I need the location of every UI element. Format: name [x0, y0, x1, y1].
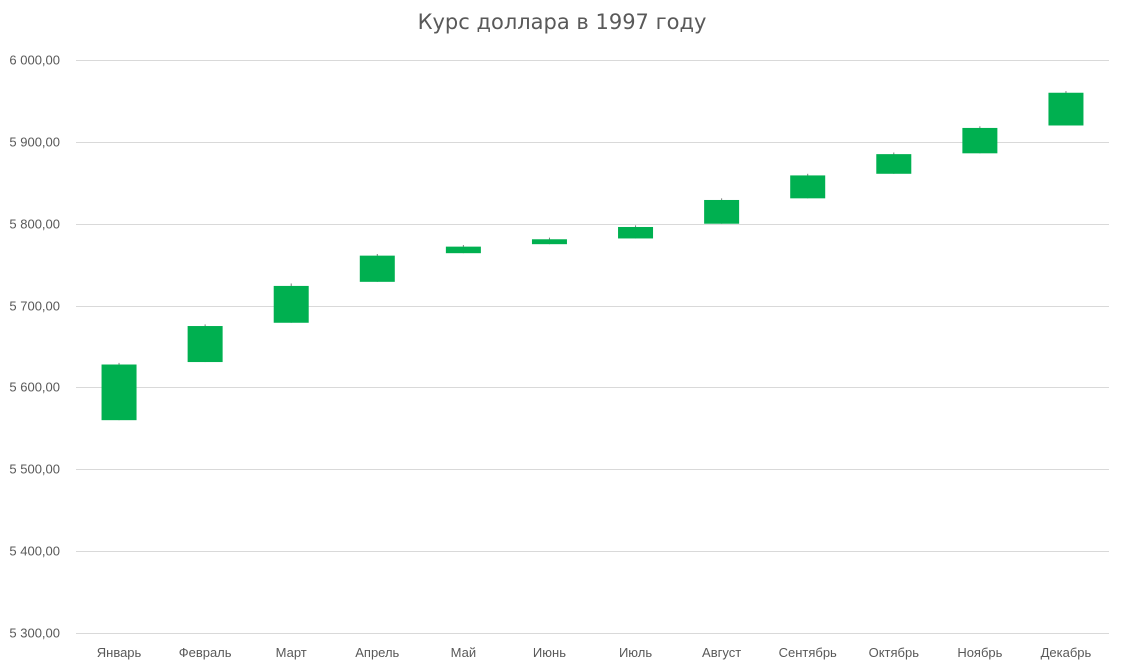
- x-tick-label: Январь: [97, 645, 142, 660]
- x-tick-label: Апрель: [355, 645, 399, 660]
- candle: [876, 152, 912, 174]
- candle: [531, 237, 567, 245]
- candle: [273, 283, 309, 323]
- x-tick-label: Декабрь: [1041, 645, 1092, 660]
- y-tick-label: 5 400,00: [9, 544, 60, 559]
- x-tick-label: Октябрь: [869, 645, 920, 660]
- candle-body: [187, 326, 223, 363]
- candle: [618, 225, 654, 239]
- candle-body: [1048, 92, 1084, 126]
- candle-body: [618, 226, 654, 239]
- x-tick-label: Сентябрь: [779, 645, 837, 660]
- x-tick-label: Июнь: [533, 645, 566, 660]
- y-tick-label: 5 300,00: [9, 626, 60, 641]
- candle: [445, 244, 481, 254]
- y-tick-label: 5 900,00: [9, 135, 60, 150]
- candle: [187, 324, 223, 363]
- y-tick-label: 5 800,00: [9, 217, 60, 232]
- x-tick-label: Август: [702, 645, 741, 660]
- x-tick-label: Май: [451, 645, 476, 660]
- x-tick-label: Ноябрь: [957, 645, 1002, 660]
- candle-body: [790, 175, 826, 199]
- candle: [101, 362, 137, 421]
- chart-title: Курс доллара в 1997 году: [417, 10, 707, 34]
- x-axis-tick-labels: Январь Февраль Март Апрель Май Июнь Июль Август…: [97, 645, 1092, 660]
- gridlines: [76, 60, 1109, 634]
- candle: [962, 126, 998, 154]
- candle: [1048, 91, 1084, 126]
- x-tick-label: Июль: [619, 645, 652, 660]
- candle-body: [962, 127, 998, 154]
- candle: [790, 173, 826, 199]
- y-tick-label: 5 600,00: [9, 380, 60, 395]
- x-tick-label: Март: [276, 645, 307, 660]
- candle-body: [445, 246, 481, 254]
- candle-body: [359, 255, 395, 282]
- candle: [359, 254, 395, 282]
- y-tick-label: 5 500,00: [9, 462, 60, 477]
- candle: [704, 198, 740, 224]
- y-axis-tick-labels: 5 300,00 5 400,00 5 500,00 5 600,00 5 700,00…: [9, 53, 60, 641]
- candle-body: [531, 239, 567, 245]
- y-tick-label: 6 000,00: [9, 53, 60, 68]
- candle-body: [876, 154, 912, 174]
- y-tick-label: 5 700,00: [9, 299, 60, 314]
- candle-body: [704, 199, 740, 224]
- x-tick-label: Февраль: [179, 645, 232, 660]
- candle-body: [101, 364, 137, 421]
- candle-body: [273, 285, 309, 323]
- candles: [101, 91, 1084, 421]
